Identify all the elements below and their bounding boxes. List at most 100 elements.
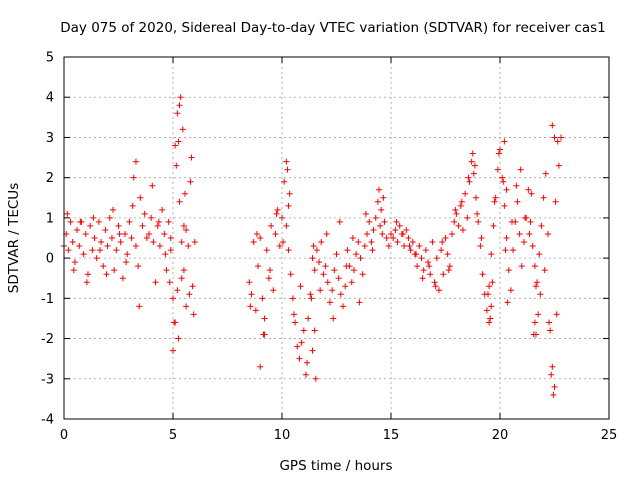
data-point [265,275,272,282]
data-point [122,230,129,237]
data-point [406,243,413,250]
data-point [100,263,107,270]
x-tick-labels: 0 5 10 15 20 25 [60,428,617,443]
data-point [115,222,122,229]
data-point [110,206,117,213]
data-point [312,375,319,382]
data-point [488,303,495,310]
data-point [296,355,303,362]
data-point [336,218,343,225]
data-point [161,230,168,237]
data-point [445,267,452,274]
data-point [89,247,96,254]
data-point [396,222,403,229]
data-point [340,303,347,310]
data-point [268,222,275,229]
data-point [259,295,266,302]
plot-frame [63,56,610,420]
data-point [356,299,363,306]
data-point [279,214,285,221]
data-point [520,239,527,246]
x-tick-label: 20 [492,428,509,443]
data-point [175,138,182,145]
data-point [392,226,399,233]
data-point [370,226,377,233]
data-point [135,263,142,270]
data-point [186,291,193,298]
data-point [531,319,538,326]
data-point [104,243,111,250]
data-point [317,287,324,294]
data-point [337,291,344,298]
data-point [180,267,187,274]
data-point [70,267,77,274]
data-point [272,230,279,237]
data-point [366,218,373,225]
data-point [433,255,440,262]
data-point [137,194,144,201]
data-point [93,255,100,262]
data-point [172,142,179,149]
data-point [416,243,423,250]
data-point [435,287,442,294]
data-point [532,283,539,290]
y-tick-label: -4 [41,413,54,428]
data-point [462,190,469,197]
data-point [494,166,501,173]
data-point [128,235,135,241]
data-point [487,315,494,322]
data-point [326,299,333,306]
data-point [465,174,472,181]
data-point [318,239,325,246]
data-point [103,271,110,278]
data-point [342,283,349,290]
data-point [548,371,555,378]
data-point [136,303,143,310]
data-point [309,347,316,354]
data-point [309,255,316,262]
data-point [183,303,190,310]
data-point [440,271,447,278]
data-point [159,206,166,213]
data-point [283,158,290,165]
data-point [374,198,381,205]
x-tick-label: 5 [169,428,177,443]
data-point [473,194,480,201]
data-point [403,226,410,233]
data-point [378,206,385,213]
y-tick-label: -2 [41,332,54,347]
data-point [544,230,551,237]
data-point [116,230,123,237]
data-point [552,198,559,205]
data-points [61,94,565,398]
data-point [284,166,291,173]
data-point [170,295,176,302]
data-point [91,235,98,241]
data-point [500,178,507,185]
data-point [155,218,162,225]
data-point [310,243,317,250]
data-point [471,162,478,169]
data-point [442,235,449,241]
data-point [376,186,383,193]
data-point [372,214,379,221]
data-point [141,210,148,217]
data-point [90,214,97,221]
data-point [313,247,320,254]
data-point [526,230,533,237]
data-point [499,174,506,181]
data-point [298,339,305,346]
data-point [429,239,436,246]
data-point [130,174,137,181]
data-point [425,259,432,266]
data-point [490,222,497,229]
data-point [286,190,293,197]
data-point [82,230,89,237]
data-point [466,178,473,185]
data-point [98,239,105,246]
data-point [76,243,83,250]
data-point [316,259,323,266]
data-point [87,222,94,229]
data-point [348,279,355,286]
data-point [253,230,260,237]
